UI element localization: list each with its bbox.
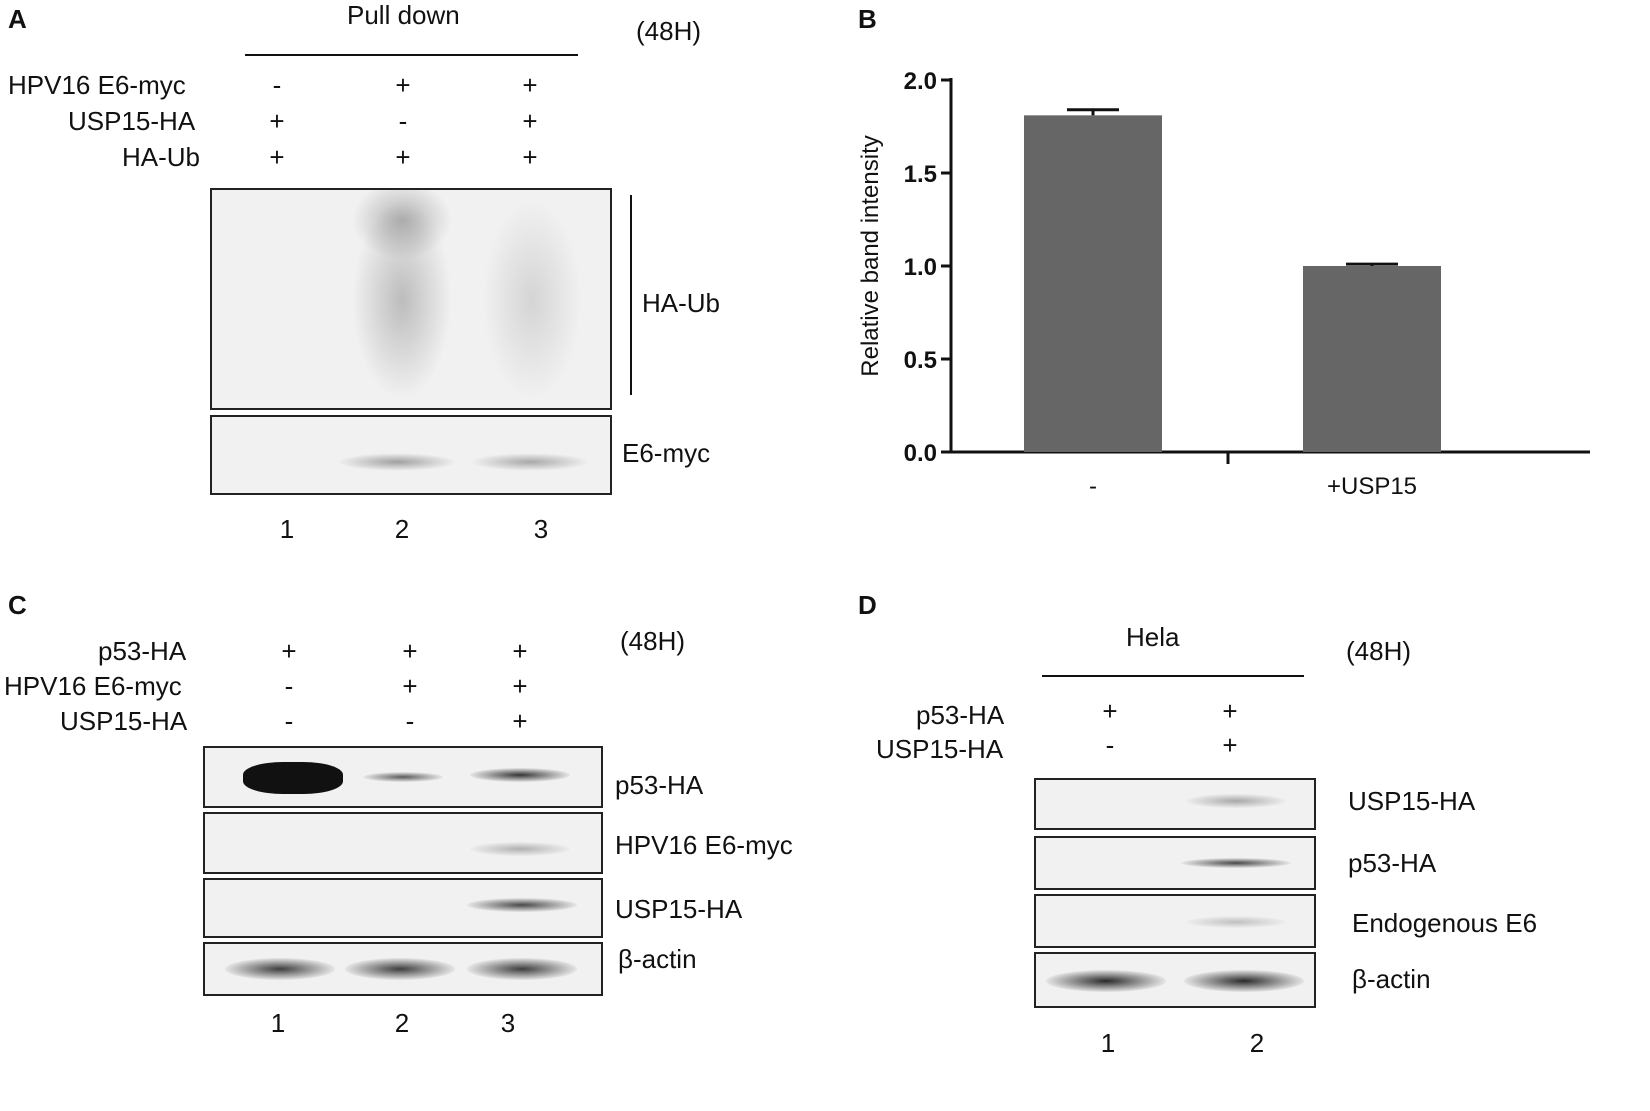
panel-d-letter: D	[858, 590, 877, 620]
panel-b-letter: B	[858, 4, 877, 34]
sign: +	[522, 106, 538, 136]
panel-a-header: Pull down	[347, 0, 460, 30]
sign: +	[269, 106, 285, 136]
y-tick-label: 1.0	[904, 254, 937, 281]
blot-usp15-ha	[203, 878, 603, 938]
blot-label: Endogenous E6	[1352, 908, 1538, 938]
sign: +	[1102, 696, 1118, 726]
band	[1181, 858, 1291, 868]
row-label: HA-Ub	[122, 142, 201, 172]
band	[225, 958, 335, 980]
sign: +	[402, 636, 418, 666]
band	[470, 453, 590, 471]
sign: +	[522, 70, 538, 100]
panel-d-header-line	[1042, 675, 1304, 677]
sign: +	[1222, 730, 1238, 760]
y-tick-label: 0.5	[904, 347, 937, 374]
sign: +	[512, 671, 528, 701]
blot-e6-myc	[210, 415, 612, 495]
blot-label: β-actin	[618, 944, 697, 974]
lane-number: 2	[394, 1008, 410, 1038]
panel-d-time: (48H)	[1346, 636, 1412, 666]
panel-a-header-line	[245, 54, 578, 56]
row-label: USP15-HA	[876, 734, 1004, 764]
sign: -	[272, 70, 282, 100]
band	[1186, 794, 1286, 808]
blot-beta-actin	[203, 942, 603, 996]
panel-a-time: (48H)	[636, 16, 702, 46]
x-tick-label: -	[1089, 473, 1097, 500]
row-label: HPV16 E6-myc	[8, 70, 186, 100]
band	[467, 898, 577, 912]
band	[345, 958, 455, 980]
blot-label: HPV16 E6-myc	[615, 830, 793, 860]
row-label: p53-HA	[916, 700, 1005, 730]
sign: -	[398, 106, 408, 136]
sign: -	[284, 671, 294, 701]
blot-endogenous-e6	[1034, 894, 1316, 948]
sign: +	[512, 706, 528, 736]
lane-number: 2	[1249, 1028, 1265, 1058]
sign: +	[402, 671, 418, 701]
sign: +	[1222, 696, 1238, 726]
panel-d-header: Hela	[1126, 622, 1180, 652]
blot-label: p53-HA	[1348, 848, 1437, 878]
blot-label: β-actin	[1352, 964, 1431, 994]
lane-number: 3	[500, 1008, 516, 1038]
blot-p53-ha	[1034, 836, 1316, 890]
blot-usp15-ha	[1034, 778, 1316, 830]
bar-chart: 0.0 0.5 1.0 1.5 2.0 Relative band intensity - +…	[857, 68, 1590, 500]
sign: +	[522, 142, 538, 172]
blot-ha-ub	[210, 188, 612, 410]
panel-a-letter: A	[8, 4, 27, 34]
band	[470, 768, 570, 782]
y-tick-label: 0.0	[904, 440, 937, 467]
band	[467, 958, 577, 980]
lane-number: 1	[270, 1008, 286, 1038]
smear	[482, 200, 582, 400]
smear	[352, 200, 452, 400]
band	[1184, 970, 1304, 992]
bar	[1303, 266, 1441, 452]
row-label: HPV16 E6-myc	[4, 671, 182, 701]
sign: -	[284, 706, 294, 736]
row-label: USP15-HA	[68, 106, 196, 136]
blot-beta-actin	[1034, 952, 1316, 1008]
lane-number: 3	[533, 514, 549, 544]
lane-number: 2	[394, 514, 410, 544]
panel-c-time: (48H)	[620, 626, 686, 656]
smear	[352, 190, 452, 260]
sign: +	[512, 636, 528, 666]
row-label: p53-HA	[98, 636, 187, 666]
band	[243, 762, 343, 794]
sign: -	[405, 706, 415, 736]
blot-label: E6-myc	[622, 438, 711, 468]
sign: +	[395, 70, 411, 100]
blot-hpv16-e6-myc	[203, 812, 603, 874]
lane-number: 1	[1100, 1028, 1116, 1058]
blot-bracket	[630, 195, 632, 395]
band	[1046, 970, 1166, 992]
band	[363, 772, 443, 782]
lane-number: 1	[279, 514, 295, 544]
panel-c-letter: C	[8, 590, 27, 620]
band	[470, 842, 570, 856]
bar	[1024, 115, 1162, 452]
row-label: USP15-HA	[60, 706, 188, 736]
x-tick-label: +USP15	[1327, 473, 1417, 500]
blot-label: HA-Ub	[642, 288, 721, 318]
blot-label: USP15-HA	[615, 894, 743, 924]
sign: +	[281, 636, 297, 666]
y-tick-label: 2.0	[904, 68, 937, 95]
sign: -	[1105, 730, 1115, 760]
sign: +	[395, 142, 411, 172]
band	[337, 453, 457, 471]
band	[1186, 916, 1286, 928]
blot-label: USP15-HA	[1348, 786, 1476, 816]
blot-label: p53-HA	[615, 770, 704, 800]
y-tick-label: 1.5	[904, 161, 937, 188]
y-axis-label: Relative band intensity	[857, 135, 884, 376]
sign: +	[269, 142, 285, 172]
blot-p53-ha	[203, 746, 603, 808]
